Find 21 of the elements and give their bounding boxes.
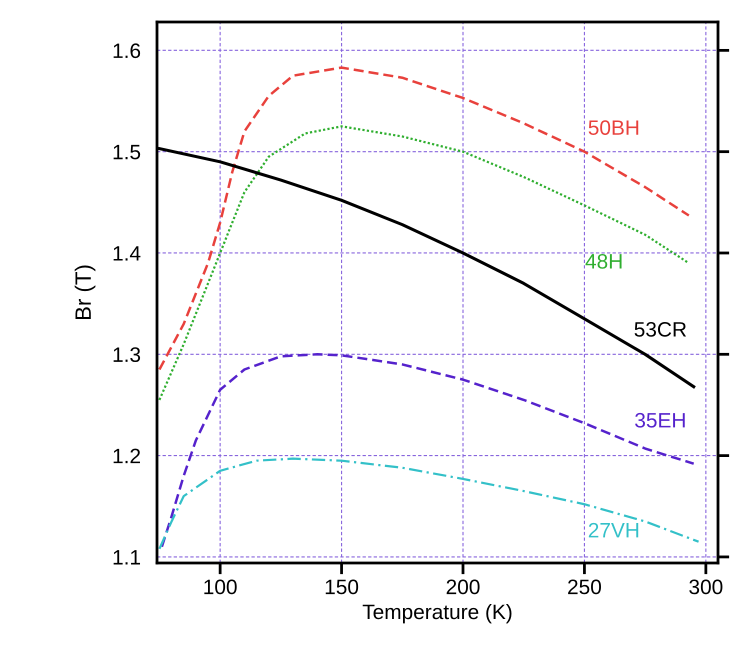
y-tick-label: 1.2 <box>114 448 140 464</box>
series-label: 53CR <box>634 322 686 337</box>
y-tick-label: 1.4 <box>114 246 140 261</box>
x-tick-label: 300 <box>689 580 722 594</box>
y-tick-label: 1.1 <box>114 550 140 564</box>
x-tick-label: 100 <box>204 580 237 594</box>
series-label: 50BH <box>588 120 638 135</box>
y-tick-label: 1.3 <box>114 347 140 362</box>
series-label: 35EH <box>635 412 685 428</box>
x-tick-label: 250 <box>568 580 601 594</box>
line-series <box>158 458 700 550</box>
series-label: 48H <box>586 254 622 269</box>
y-axis-title: Br (T) <box>74 265 96 320</box>
line-series <box>158 66 690 371</box>
y-tick-label: 1.5 <box>114 144 140 160</box>
x-tick-label: 150 <box>326 580 358 594</box>
series-label: 27VH <box>588 522 638 538</box>
y-tick-label: 1.6 <box>114 43 140 58</box>
x-tick-label: 200 <box>446 580 480 594</box>
x-axis-title: Temperature (K) <box>362 604 512 624</box>
line-series <box>160 353 695 548</box>
